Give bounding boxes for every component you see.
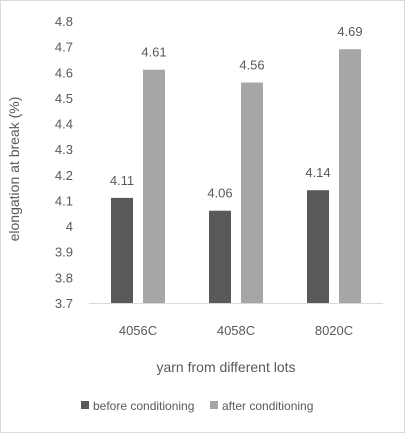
legend-label: after conditioning: [222, 399, 313, 413]
y-tick-label: 4: [66, 219, 73, 234]
y-tick-label: 4.4: [55, 117, 73, 132]
bar-before-4058C: [209, 210, 231, 303]
y-tick-label: 4.7: [55, 40, 73, 55]
y-tick-label: 4.2: [55, 168, 73, 183]
bar-after-8020C: [339, 49, 361, 304]
y-tick-label: 4.5: [55, 91, 73, 106]
y-tick-label: 3.9: [55, 245, 73, 260]
x-category-label: 8020C: [315, 323, 353, 338]
legend-swatch: [81, 401, 89, 409]
y-tick-label: 4.6: [55, 65, 73, 80]
data-label: 4.14: [305, 165, 330, 180]
data-label: 4.11: [110, 173, 134, 188]
legend-label: before conditioning: [93, 399, 194, 413]
y-axis-ticks: 3.7 3.8 3.9 4 4.1 4.2 4.3 4.4 4.5 4.6 4.7 4.8: [55, 14, 73, 311]
y-axis-title: elongation at break (%): [6, 97, 22, 242]
x-axis-categories: 4056C 4058C 8020C: [119, 323, 353, 338]
bar-after-4056C: [143, 69, 165, 303]
x-axis-title: yarn from different lots: [156, 359, 295, 375]
x-category-label: 4056C: [119, 323, 157, 338]
y-tick-label: 3.8: [55, 270, 73, 285]
legend: before conditioning after conditioning: [81, 399, 313, 413]
bar-before-4056C: [111, 197, 133, 303]
data-label: 4.69: [337, 24, 362, 39]
bar-before-8020C: [307, 190, 329, 303]
bars: [111, 49, 361, 304]
data-label: 4.61: [141, 45, 166, 60]
legend-swatch: [210, 401, 218, 409]
data-label: 4.06: [207, 186, 232, 201]
x-category-label: 4058C: [217, 323, 255, 338]
y-tick-label: 3.7: [55, 296, 73, 311]
bar-after-4058C: [241, 82, 263, 303]
data-label: 4.56: [239, 58, 264, 73]
y-tick-label: 4.8: [55, 14, 73, 29]
data-labels: 4.11 4.61 4.06 4.56 4.14 4.69: [110, 24, 363, 201]
y-tick-label: 4.3: [55, 142, 73, 157]
y-tick-label: 4.1: [55, 193, 73, 208]
